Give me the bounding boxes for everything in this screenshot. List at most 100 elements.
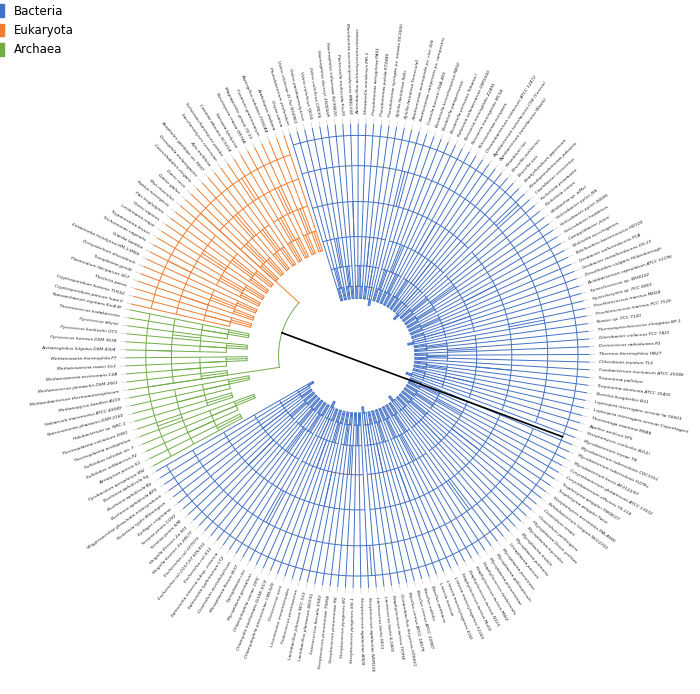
Text: Enterococcus faecalis V583: Enterococcus faecalis V583 <box>310 594 323 654</box>
Text: Bifidobacterium longum NCC2705: Bifidobacterium longum NCC2705 <box>547 502 608 550</box>
Text: Listeria innocua: Listeria innocua <box>438 582 453 616</box>
Text: Nostoc sp. PCC 7120: Nostoc sp. PCC 7120 <box>596 314 642 324</box>
Text: Chlamydophila pneumoniae CWL029: Chlamydophila pneumoniae CWL029 <box>245 582 276 659</box>
Text: Sulfolobus tokodaii str. 7: Sulfolobus tokodaii str. 7 <box>84 446 135 470</box>
Text: Thermus thermophilus HB27: Thermus thermophilus HB27 <box>599 352 661 356</box>
Text: Bacillus anthracis: Bacillus anthracis <box>430 585 446 623</box>
Text: Streptococcus pyogenes SSI-1: Streptococcus pyogenes SSI-1 <box>350 597 355 663</box>
Text: Methanosarcina mazei Go1: Methanosarcina mazei Go1 <box>57 364 116 371</box>
Text: Tropheryma whipplei TW08/27: Tropheryma whipplei TW08/27 <box>561 482 620 521</box>
Text: Danio rerio: Danio rerio <box>166 169 186 189</box>
Text: Wolbachia sp. wMel: Wolbachia sp. wMel <box>551 185 587 214</box>
Text: Nitrosomonas europaea: Nitrosomonas europaea <box>479 102 509 149</box>
Text: Leuconostoc mesenteroides: Leuconostoc mesenteroides <box>270 587 291 647</box>
Text: Geobacter metallireducens GS-15: Geobacter metallireducens GS-15 <box>582 239 652 270</box>
Text: Mycobacterium tuberculosis H37Rv: Mycobacterium tuberculosis H37Rv <box>577 454 649 489</box>
Text: Sulfolobus solfataricus P2: Sulfolobus solfataricus P2 <box>86 453 139 480</box>
Text: Tropheryma whipplei Twist: Tropheryma whipplei Twist <box>556 489 608 525</box>
Text: Listeria monocytogenes F2365: Listeria monocytogenes F2365 <box>453 576 483 639</box>
Text: Desulfovibrio vulgaris Hildenborough: Desulfovibrio vulgaris Hildenborough <box>584 247 662 278</box>
Text: Streptococcus agalactiae A909: Streptococcus agalactiae A909 <box>359 597 364 665</box>
Text: Haemophilus influenzae Rd KW20: Haemophilus influenzae Rd KW20 <box>325 42 336 115</box>
Text: Helicobacter hepaticus: Helicobacter hepaticus <box>564 205 609 234</box>
Text: Yersinia pestis KIM: Yersinia pestis KIM <box>150 520 183 550</box>
Text: Yersinia pestis CO92: Yersinia pestis CO92 <box>141 514 177 546</box>
Text: Mus musculus: Mus musculus <box>148 178 174 201</box>
Text: Oceanobacillus iheyensis HTE831: Oceanobacillus iheyensis HTE831 <box>399 593 416 666</box>
Text: Shigella flexneri 2a 301: Shigella flexneri 2a 301 <box>149 525 188 565</box>
Text: Chlamydia trachomatis D/UW-3/CX: Chlamydia trachomatis D/UW-3/CX <box>237 579 269 650</box>
Text: Listeria monocytogenes EGD: Listeria monocytogenes EGD <box>445 579 472 640</box>
Text: Prochlorococcus marinus MED4: Prochlorococcus marinus MED4 <box>594 291 662 308</box>
Text: Rhodopseudomonas palustris: Rhodopseudomonas palustris <box>530 142 578 189</box>
Text: Ureaplasma parvum: Ureaplasma parvum <box>508 543 538 579</box>
Text: Helicobacter pylori J99: Helicobacter pylori J99 <box>555 189 598 220</box>
Text: Chromobacterium violaceum ATCC 12472: Chromobacterium violaceum ATCC 12472 <box>486 74 538 153</box>
Text: Xylella fastidiosa 9a5c: Xylella fastidiosa 9a5c <box>396 69 408 118</box>
Text: Bordetella bronchiseptica RB50: Bordetella bronchiseptica RB50 <box>435 62 461 128</box>
Text: Streptococcus pyogenes M1: Streptococcus pyogenes M1 <box>340 597 347 659</box>
Text: Rhizobium loti: Rhizobium loti <box>505 140 528 167</box>
Text: Bacillus cereus ATCC 14579: Bacillus cereus ATCC 14579 <box>407 591 424 651</box>
Text: Archaeoglobus fulgidus DSM 4304: Archaeoglobus fulgidus DSM 4304 <box>42 346 116 352</box>
Text: Neisseria meningitidis Z2491: Neisseria meningitidis Z2491 <box>465 83 497 141</box>
Text: Neurospora crassa OR74A: Neurospora crassa OR74A <box>215 92 245 144</box>
Text: Wolinella succinogenes: Wolinella succinogenes <box>572 221 620 248</box>
Text: Phytoplasma Onion yellows: Phytoplasma Onion yellows <box>531 520 578 565</box>
Text: Gallus gallus: Gallus gallus <box>157 174 180 195</box>
Text: Staphylococcus aureus TIOH4: Staphylococcus aureus TIOH4 <box>391 594 405 659</box>
Text: Lactobacillus plantarum WCFS1: Lactobacillus plantarum WCFS1 <box>298 593 315 661</box>
Text: Pseudomonas syringae pv. tomato DC3000: Pseudomonas syringae pv. tomato DC3000 <box>389 23 405 117</box>
Text: Treponema pallidum: Treponema pallidum <box>598 376 643 384</box>
Text: Aquifex aeolicus VF5: Aquifex aeolicus VF5 <box>588 424 633 441</box>
Text: Shewanella oneidensis MR-1: Shewanella oneidensis MR-1 <box>364 52 370 115</box>
Text: Pyrobaculum aerophilum IM2: Pyrobaculum aerophilum IM2 <box>88 468 146 502</box>
Text: Buchnera aphidicola APS: Buchnera aphidicola APS <box>111 488 158 521</box>
Text: Natronomonas pharaonis DSM 2160: Natronomonas pharaonis DSM 2160 <box>48 414 124 437</box>
Text: Gloeobacter violaceus PCC 7421: Gloeobacter violaceus PCC 7421 <box>598 331 669 340</box>
Text: Wigglesworthia glossinidia endosymbiont: Wigglesworthia glossinidia endosymbiont <box>86 495 162 550</box>
Text: Mycobacterium leprae TN: Mycobacterium leprae TN <box>583 439 637 462</box>
Text: Mycoplasma genitalium: Mycoplasma genitalium <box>228 572 254 620</box>
Text: Pyrococcus horikoshii OT3: Pyrococcus horikoshii OT3 <box>60 325 118 335</box>
Text: Mycoplasma mobile: Mycoplasma mobile <box>520 532 552 566</box>
Text: Aspergillus nidulans FGSCA4: Aspergillus nidulans FGSCA4 <box>240 74 267 133</box>
Text: Theileria parva: Theileria parva <box>94 275 127 288</box>
Text: Treponema denticola ATCC 35405: Treponema denticola ATCC 35405 <box>597 384 671 398</box>
Text: Bordetella parapertussis: Bordetella parapertussis <box>442 80 466 131</box>
Text: Mycoplasma pulmonis: Mycoplasma pulmonis <box>514 537 549 577</box>
Text: Dictyostelium discoideum: Dictyostelium discoideum <box>82 239 136 264</box>
Text: Escherichia coli CFT073: Escherichia coli CFT073 <box>163 536 200 578</box>
Text: Oryza sativa: Oryza sativa <box>270 100 283 127</box>
Text: Thermoplasma volcanium GSS1: Thermoplasma volcanium GSS1 <box>62 430 129 456</box>
Text: Agrobacterium tumefaciens WashU: Agrobacterium tumefaciens WashU <box>499 98 548 162</box>
Text: Streptomyces avermitilis MA-4680: Streptomyces avermitilis MA-4680 <box>552 496 616 543</box>
Text: Salmonella enterica subsp. enterica: Salmonella enterica subsp. enterica <box>171 552 219 618</box>
Text: Synechococcus sp. WH8102: Synechococcus sp. WH8102 <box>590 273 650 293</box>
Text: Yarrowia lipolytica: Yarrowia lipolytica <box>214 112 238 148</box>
Text: Entamoeba histolytica HM-1:IMSS: Entamoeba histolytica HM-1:IMSS <box>71 223 139 257</box>
Text: Bdellovibrio bacteriovorus HD100: Bdellovibrio bacteriovorus HD100 <box>575 221 644 255</box>
Text: Helicobacter pylori 26695: Helicobacter pylori 26695 <box>560 193 609 227</box>
Text: Lactobacillus johnsonii NCC 533: Lactobacillus johnsonii NCC 533 <box>288 591 307 660</box>
Text: Clostridium tetani: Clostridium tetani <box>542 509 575 536</box>
Text: Streptococcus pneumoniae TIGR4: Streptococcus pneumoniae TIGR4 <box>318 595 331 669</box>
Text: Brucella suis: Brucella suis <box>518 155 540 178</box>
Text: Bacillus cereus ATCC 10987: Bacillus cereus ATCC 10987 <box>414 589 433 649</box>
Text: Cryptosporidium parvum Iowa II: Cryptosporidium parvum Iowa II <box>54 285 122 304</box>
Text: Leptospira interrogans serovar lai 56601: Leptospira interrogans serovar lai 56601 <box>594 400 682 421</box>
Text: Xylella fastidiosa Temecula1: Xylella fastidiosa Temecula1 <box>404 58 421 119</box>
Text: Thermotoga maritima MSB8: Thermotoga maritima MSB8 <box>591 416 651 436</box>
Text: Spiroplasma citri: Spiroplasma citri <box>226 568 247 602</box>
Text: Mycoplasma gallisepticum: Mycoplasma gallisepticum <box>495 552 531 602</box>
Text: Toxoplasma gondii: Toxoplasma gondii <box>93 254 132 272</box>
Text: Thermoplasma acidophilum: Thermoplasma acidophilum <box>74 438 132 463</box>
Text: Vibrio vulnificus CMCP6: Vibrio vulnificus CMCP6 <box>308 67 321 118</box>
Text: Bradyrhizobium japonicum: Bradyrhizobium japonicum <box>524 138 567 183</box>
Text: Pyrococcus abyssi: Pyrococcus abyssi <box>78 317 118 327</box>
Text: Photobacterium profundum: Photobacterium profundum <box>267 67 289 126</box>
Text: Halobacterium sp. NRC-1: Halobacterium sp. NRC-1 <box>73 422 127 441</box>
Text: Deinococcus radiodurans R1: Deinococcus radiodurans R1 <box>599 342 661 348</box>
Text: Staphylococcus aureus N315: Staphylococcus aureus N315 <box>467 569 500 627</box>
Text: Schizosaccharomyces pombe: Schizosaccharomyces pombe <box>185 101 224 157</box>
